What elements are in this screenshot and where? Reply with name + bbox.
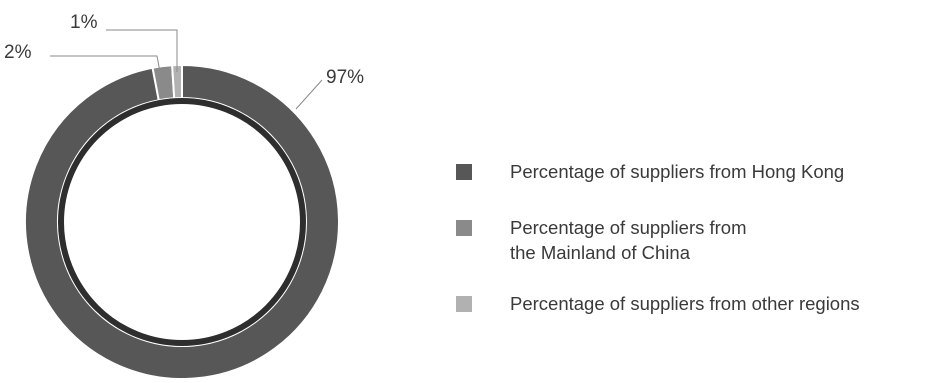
leader-line-2 (50, 55, 161, 73)
leader-line-97 (295, 79, 323, 110)
legend-item-mainland: Percentage of suppliers from the Mainlan… (456, 206, 946, 282)
legend-label-hong-kong: Percentage of suppliers from Hong Kong (510, 161, 845, 182)
legend-item-other-regions: Percentage of suppliers from other regio… (456, 282, 946, 338)
legend-swatch-other-regions (456, 296, 472, 312)
legend-swatch-hong-kong (456, 164, 472, 180)
chart-legend: Percentage of suppliers from Hong Kong P… (456, 150, 946, 338)
legend-label-mainland-line-2: the Mainland of China (510, 242, 690, 263)
leader-line-1 (106, 29, 178, 72)
legend-swatch-mainland (456, 220, 472, 236)
legend-label-mainland: Percentage of suppliers from the Mainlan… (510, 215, 747, 265)
data-labels: 97% 2% 1% (4, 12, 364, 110)
legend-label-mainland-line-1: Percentage of suppliers from (510, 217, 747, 238)
donut-inner-ring-circle (58, 98, 306, 346)
data-label-1: 1% (70, 12, 98, 33)
data-label-2: 2% (4, 42, 32, 63)
legend-label-other-regions: Percentage of suppliers from other regio… (510, 293, 860, 314)
legend-item-hong-kong: Percentage of suppliers from Hong Kong (456, 150, 946, 206)
data-label-97: 97% (326, 67, 364, 88)
donut-inner-ring (58, 98, 306, 346)
